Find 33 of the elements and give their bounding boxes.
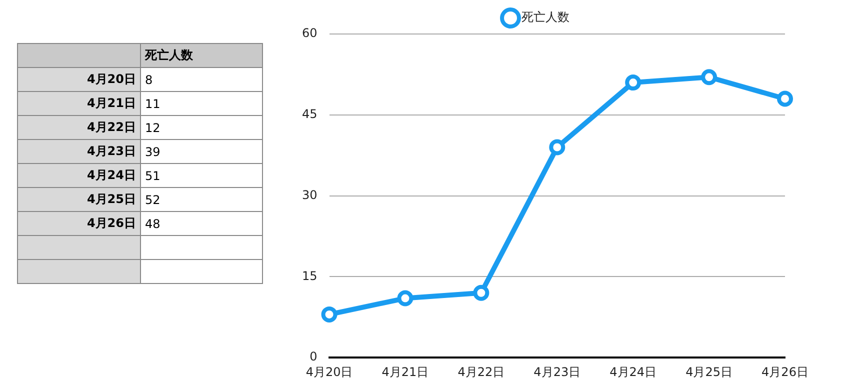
y-tick-label: 30: [302, 188, 318, 202]
data-label: 39: [140, 140, 262, 164]
x-tick-label: 4月25日: [686, 364, 732, 379]
y-tick-label: 4月26日: [18, 212, 140, 236]
point: [549, 139, 566, 156]
data-label: 11: [140, 92, 262, 116]
x-tick-label: 4月22日: [458, 364, 505, 379]
x-tick-label: 4月21日: [382, 364, 429, 379]
y-tick-label: 4月22日: [18, 116, 140, 140]
point: [625, 74, 642, 91]
point: [473, 284, 490, 301]
data-label: 8: [140, 68, 262, 92]
legend-label: 死亡人数: [522, 10, 570, 24]
y-tick-label: 4月23日: [18, 140, 140, 164]
data-label: 52: [140, 188, 262, 212]
point: [701, 69, 718, 86]
y-tick-label: 45: [302, 107, 318, 122]
y-tick-label: 0: [310, 350, 318, 364]
data-label: 48: [140, 212, 262, 236]
point: [777, 90, 793, 107]
data-label: 51: [140, 164, 262, 188]
y-tick-label: 4月20日: [18, 68, 140, 92]
y-tick-label: 4月21日: [18, 92, 140, 116]
y-tick-label: 4月24日: [18, 164, 140, 188]
point: [397, 290, 414, 306]
y-tick-label: 15: [302, 268, 318, 283]
x-tick-label: 4月26日: [762, 364, 808, 379]
y-tick-label: 60: [302, 26, 318, 40]
x-tick-label: 4月23日: [534, 364, 581, 379]
data-label: 12: [140, 116, 262, 140]
point: [321, 306, 338, 322]
x-tick-label: 4月24日: [610, 364, 657, 379]
y-tick-label: 4月25日: [18, 188, 140, 212]
